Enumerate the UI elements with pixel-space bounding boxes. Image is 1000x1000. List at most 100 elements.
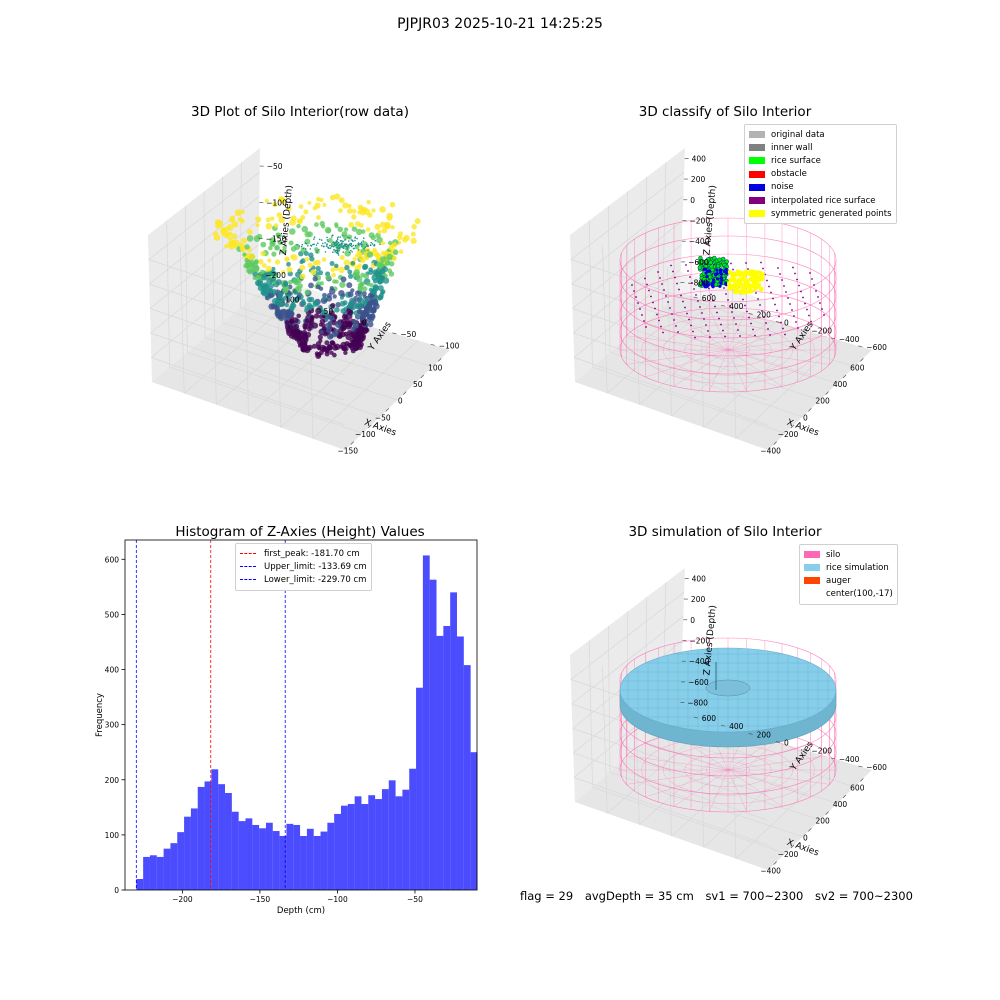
data-point bbox=[358, 255, 365, 262]
interpolated-point bbox=[779, 273, 781, 275]
y-tick bbox=[803, 329, 808, 331]
histogram-bar bbox=[409, 768, 417, 890]
data-point bbox=[365, 227, 371, 232]
noise-point bbox=[718, 284, 722, 288]
legend-label: Upper_limit: -133.69 cm bbox=[264, 561, 367, 572]
z-tick-label: −50 bbox=[267, 162, 283, 171]
data-point bbox=[370, 288, 377, 295]
data-point bbox=[372, 278, 378, 284]
data-point bbox=[386, 253, 393, 260]
data-point bbox=[356, 237, 358, 240]
data-point bbox=[301, 243, 304, 246]
histogram-bar bbox=[422, 555, 430, 890]
symmetric-point bbox=[727, 281, 731, 286]
interpolated-point bbox=[746, 310, 748, 313]
interpolated-point bbox=[635, 296, 637, 298]
grid-line bbox=[735, 760, 841, 859]
status-line: flag = 29 avgDepth = 35 cm sv1 = 700~230… bbox=[520, 889, 921, 903]
x-tick bbox=[825, 391, 829, 395]
histogram-bar bbox=[313, 835, 321, 890]
data-point bbox=[232, 239, 240, 247]
z-tick-label: −100 bbox=[266, 198, 287, 207]
data-point bbox=[316, 352, 322, 358]
data-point bbox=[213, 234, 221, 241]
data-point bbox=[343, 259, 351, 267]
data-point bbox=[338, 290, 345, 297]
interpolated-point bbox=[760, 261, 762, 264]
legend-label: inner wall bbox=[771, 142, 813, 153]
silo-floor-ring bbox=[706, 761, 750, 779]
interpolated-point bbox=[744, 304, 746, 307]
symmetric-point bbox=[738, 270, 743, 275]
data-point bbox=[334, 222, 339, 227]
data-point bbox=[342, 202, 349, 209]
x-tick bbox=[825, 811, 829, 815]
x-tick bbox=[860, 778, 864, 782]
legend-entry-interpolated: interpolated rice surface bbox=[749, 194, 892, 207]
interpolated-point bbox=[722, 329, 724, 332]
x-tick bbox=[808, 828, 812, 832]
data-point bbox=[298, 204, 304, 209]
legend-swatch bbox=[749, 157, 765, 165]
data-point bbox=[362, 240, 365, 242]
data-point bbox=[307, 262, 313, 268]
data-point bbox=[315, 284, 321, 290]
data-point bbox=[313, 238, 315, 240]
data-point bbox=[272, 201, 278, 208]
data-point bbox=[228, 216, 236, 223]
x-tick-label: 0 bbox=[803, 413, 808, 422]
data-point bbox=[313, 236, 316, 238]
data-point bbox=[327, 247, 330, 249]
data-point bbox=[339, 236, 342, 238]
data-point bbox=[275, 279, 282, 286]
data-point bbox=[279, 308, 287, 316]
interpolated-point bbox=[811, 278, 813, 280]
classify-plot-title: 3D classify of Silo Interior bbox=[638, 104, 812, 120]
histogram-bar bbox=[252, 824, 260, 890]
data-point bbox=[304, 248, 307, 250]
legend-line bbox=[240, 553, 256, 555]
silo-floor-line bbox=[727, 308, 747, 351]
interpolated-point bbox=[729, 305, 731, 307]
data-point bbox=[345, 243, 348, 245]
histogram-bar bbox=[149, 855, 157, 890]
data-point bbox=[295, 330, 302, 337]
data-point bbox=[241, 237, 248, 244]
grid-line bbox=[735, 340, 841, 439]
interpolated-point bbox=[774, 303, 776, 306]
legend-swatch bbox=[749, 170, 765, 178]
data-point bbox=[255, 223, 260, 228]
data-point bbox=[302, 247, 305, 250]
data-point bbox=[346, 208, 353, 214]
z-tick-label: −400 bbox=[689, 657, 710, 666]
silo-floor-line bbox=[645, 742, 729, 771]
data-point bbox=[304, 231, 311, 238]
data-point bbox=[224, 244, 229, 249]
data-point bbox=[390, 225, 395, 230]
x-tick-label: −200 bbox=[778, 850, 799, 859]
histogram-bar bbox=[225, 792, 232, 890]
y-tick bbox=[803, 749, 808, 751]
grid-line bbox=[148, 171, 260, 260]
y-tick bbox=[830, 337, 835, 340]
interpolated-point bbox=[685, 264, 687, 266]
data-point bbox=[341, 346, 347, 352]
data-point bbox=[340, 276, 347, 283]
x-tick-label: −400 bbox=[760, 447, 781, 456]
interpolated-point bbox=[767, 328, 769, 330]
histogram-bar bbox=[300, 835, 307, 890]
interpolated-point bbox=[687, 270, 689, 272]
axis-pane bbox=[575, 293, 872, 450]
data-point bbox=[369, 317, 374, 322]
y-tick bbox=[693, 296, 698, 299]
data-point bbox=[330, 303, 336, 309]
interpolated-point bbox=[759, 304, 761, 306]
y-tick bbox=[748, 733, 753, 735]
data-point bbox=[312, 206, 317, 211]
data-point bbox=[337, 247, 340, 250]
histogram-bar bbox=[238, 821, 246, 890]
data-point bbox=[290, 254, 295, 259]
symmetric-point bbox=[730, 284, 735, 289]
y-tick-label: 500 bbox=[105, 610, 120, 619]
data-point bbox=[331, 236, 333, 238]
